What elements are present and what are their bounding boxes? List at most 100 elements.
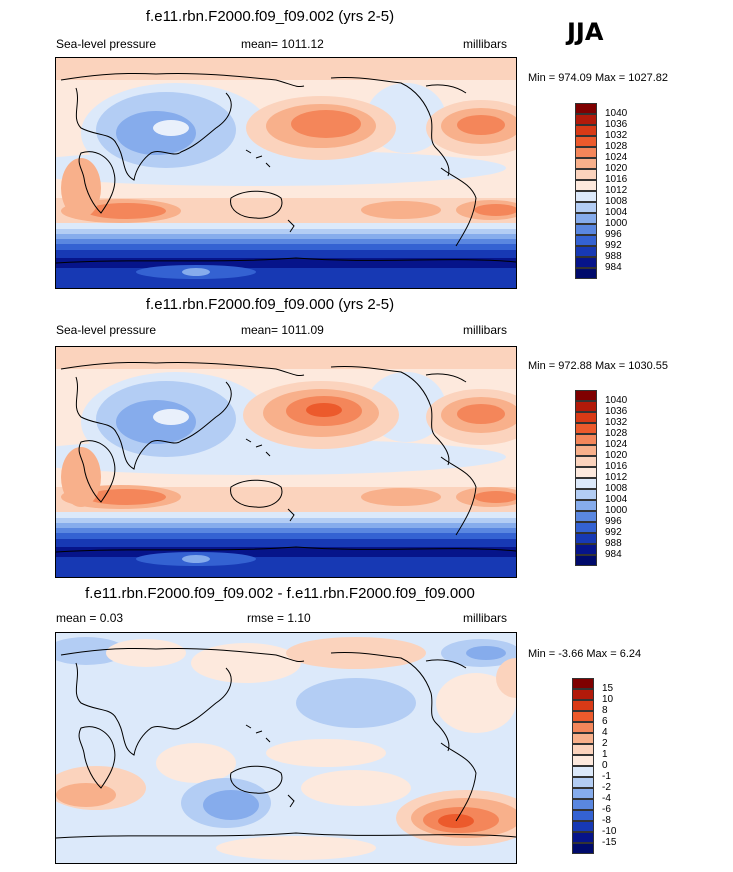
coastlines: [56, 647, 516, 839]
colorbar-swatch: [575, 147, 597, 158]
colorbar-label: 1012: [605, 472, 628, 483]
panel-1-title: f.e11.rbn.F2000.f09_f09.002 (yrs 2-5): [145, 8, 395, 25]
colorbar-swatch: [572, 788, 594, 799]
colorbar-swatch: [575, 191, 597, 202]
colorbar-swatch: [572, 711, 594, 722]
colorbar-swatch: [575, 423, 597, 434]
colorbar-swatch: [575, 467, 597, 478]
colorbar-label: -15: [602, 837, 617, 848]
colorbar-label: -10: [602, 826, 617, 837]
colorbar-swatch: [575, 158, 597, 169]
colorbar-swatch: [575, 522, 597, 533]
colorbar-swatch: [575, 445, 597, 456]
colorbar-label: 1020: [605, 163, 628, 174]
colorbar-label: 2: [602, 738, 608, 749]
colorbar-label: 1000: [605, 505, 628, 516]
colorbar-label: 1012: [605, 185, 628, 196]
colorbar-swatch: [575, 544, 597, 555]
colorbar-swatch: [575, 246, 597, 257]
panel-2-colorbar: 1040 1036 1032 1028 1024 1020 1016 1012 1008 1004…: [575, 390, 635, 570]
colorbar-swatch: [575, 235, 597, 246]
colorbar-label: 988: [605, 251, 622, 262]
colorbar-label: 984: [605, 262, 622, 273]
colorbar-label: 984: [605, 549, 622, 560]
colorbar-swatch: [572, 799, 594, 810]
panel-2-mean: mean= 1011.09: [241, 323, 324, 337]
colorbar-swatch: [572, 832, 594, 843]
colorbar-label: 6: [602, 716, 608, 727]
panel-1-minmax: Min = 974.09 Max = 1027.82: [528, 72, 669, 84]
colorbar-label: -1: [602, 771, 611, 782]
panel-1-colorbar: 1040 1036 1032 1028 1024 1020 1016 1012 1008 1004…: [575, 103, 635, 283]
panel-1-units: millibars: [463, 37, 508, 51]
colorbar-label: 1032: [605, 417, 628, 428]
panel-2-left-label: Sea-level pressure: [56, 323, 157, 337]
colorbar-label: 1036: [605, 406, 628, 417]
panel-2-minmax: Min = 972.88 Max = 1030.55: [528, 360, 669, 372]
colorbar-label: 1004: [605, 207, 628, 218]
colorbar-swatch: [575, 257, 597, 268]
panel-2-units: millibars: [463, 323, 508, 337]
colorbar-swatch: [572, 678, 594, 689]
colorbar-swatch: [575, 114, 597, 125]
colorbar-swatch: [572, 766, 594, 777]
panel-1-mean: mean= 1011.12: [241, 37, 324, 51]
colorbar-swatch: [575, 511, 597, 522]
panel-3-minmax: Min = -3.66 Max = 6.24: [528, 648, 642, 660]
colorbar-swatch: [575, 169, 597, 180]
colorbar-swatch: [575, 478, 597, 489]
colorbar-swatch: [572, 777, 594, 788]
colorbar-swatch: [575, 136, 597, 147]
colorbar-label: 15: [602, 683, 614, 694]
slp-diff-field: [56, 633, 516, 863]
colorbar-swatch: [572, 744, 594, 755]
panel-1-left-label: Sea-level pressure: [56, 37, 157, 51]
colorbar-swatch: [575, 224, 597, 235]
colorbar-swatch: [575, 412, 597, 423]
colorbar-swatch: [572, 689, 594, 700]
colorbar-swatch: [575, 533, 597, 544]
colorbar-label: 1040: [605, 108, 628, 119]
colorbar-label: 4: [602, 727, 608, 738]
colorbar-swatch: [572, 700, 594, 711]
colorbar-label: 1004: [605, 494, 628, 505]
colorbar-swatch: [572, 755, 594, 766]
colorbar-swatch: [575, 213, 597, 224]
panel-3-map: [55, 632, 517, 864]
colorbar-label: -2: [602, 782, 611, 793]
colorbar-swatch: [575, 268, 597, 279]
slp-field: [56, 347, 516, 577]
colorbar-swatch: [575, 500, 597, 511]
panel-2-title: f.e11.rbn.F2000.f09_f09.000 (yrs 2-5): [145, 296, 395, 313]
colorbar-label: 1032: [605, 130, 628, 141]
colorbar-label: 988: [605, 538, 622, 549]
panel-1-map: [55, 57, 517, 289]
panel-3-units: millibars: [463, 611, 508, 625]
colorbar-swatch: [572, 843, 594, 854]
colorbar-swatch: [575, 180, 597, 191]
colorbar-label: 10: [602, 694, 614, 705]
colorbar-swatch: [575, 456, 597, 467]
colorbar-swatch: [575, 434, 597, 445]
colorbar-swatch: [575, 125, 597, 136]
colorbar-swatch: [575, 390, 597, 401]
panel-3-rmse: rmse = 1.10: [247, 611, 311, 625]
colorbar-label: 996: [605, 516, 622, 527]
colorbar-swatch: [575, 401, 597, 412]
colorbar-swatch: [575, 202, 597, 213]
colorbar-label: 8: [602, 705, 608, 716]
colorbar-swatch: [572, 733, 594, 744]
colorbar-swatch: [575, 489, 597, 500]
colorbar-swatch: [572, 722, 594, 733]
panel-3-colorbar: 15 10 8 6 4 2 1 0 -1 -2 -4 -6 -8 -10 -15: [572, 678, 632, 858]
colorbar-label: 1020: [605, 450, 628, 461]
colorbar-label: 1000: [605, 218, 628, 229]
colorbar-label: 1024: [605, 152, 628, 163]
colorbar-label: 1008: [605, 483, 628, 494]
colorbar-label: 1: [602, 749, 608, 760]
colorbar-swatch: [575, 555, 597, 566]
colorbar-label: 1008: [605, 196, 628, 207]
coastlines: [56, 72, 516, 264]
colorbar-swatch: [575, 103, 597, 114]
colorbar-label: 992: [605, 240, 622, 251]
